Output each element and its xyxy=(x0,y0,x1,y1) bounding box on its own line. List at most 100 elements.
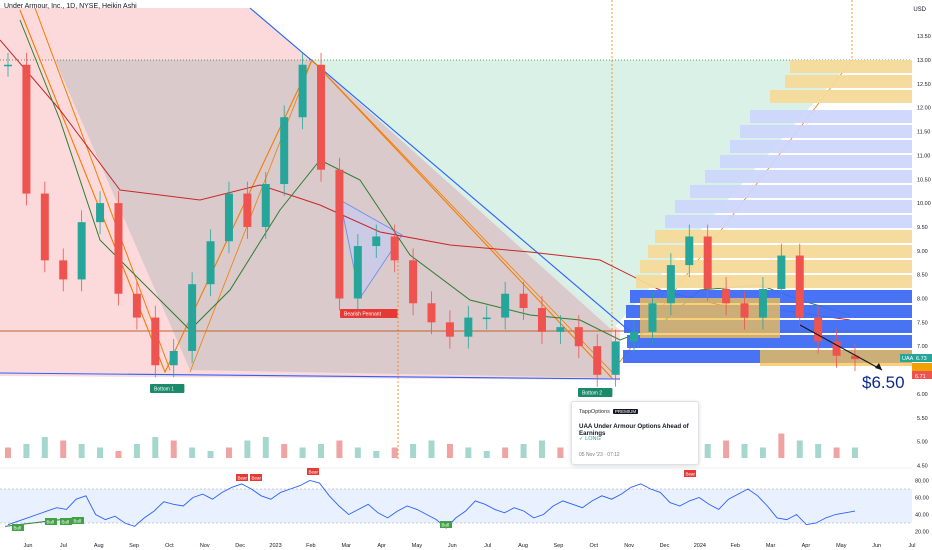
target-arrow-head xyxy=(875,363,882,370)
volume-profile-bar xyxy=(627,335,912,348)
projection-zone xyxy=(312,60,852,330)
time-tick-label: Oct xyxy=(165,543,174,549)
bear-signal: Bear xyxy=(252,476,262,481)
candle-body xyxy=(722,288,731,304)
time-tick-label: Jun xyxy=(872,543,881,549)
volume-bar xyxy=(5,447,11,458)
candle-body xyxy=(261,184,270,227)
news-title[interactable]: UAA Under Armour Options Ahead of Earnin… xyxy=(579,423,689,437)
candle-body xyxy=(22,64,31,194)
bottom2-label: Bottom 2 xyxy=(582,391,602,397)
time-tick-label: Aug xyxy=(94,543,104,549)
currency-label: USD xyxy=(913,7,926,13)
volume-bar xyxy=(152,437,159,458)
volume-bar xyxy=(133,444,140,458)
rsi-line xyxy=(7,480,856,529)
candle-body xyxy=(151,317,160,366)
candle-body xyxy=(537,308,546,332)
candle-body xyxy=(501,293,510,318)
volume-profile-bar xyxy=(690,185,912,198)
candle-body xyxy=(40,193,49,261)
candle-body xyxy=(556,327,565,332)
rsi-tick-label: 80.00 xyxy=(915,479,929,485)
price-tick-label: 7.50 xyxy=(917,320,928,326)
candle-body xyxy=(96,203,105,223)
candle-body xyxy=(77,222,86,280)
target-arrow xyxy=(799,324,883,371)
candle-body xyxy=(280,117,289,185)
volume-profile-bar xyxy=(750,110,912,123)
price-tick-label: 10.50 xyxy=(917,177,931,183)
bearish-pennant-label: Bearish Pennant xyxy=(344,312,382,318)
target-price-annotation: $6.50 xyxy=(862,373,905,392)
volume-bar xyxy=(244,440,251,458)
volume-profile-bar xyxy=(655,230,912,243)
alt-price-tag-bg xyxy=(912,363,932,371)
candle-body xyxy=(59,260,68,280)
last-price-tag: 6.73 xyxy=(916,356,927,362)
volume-bar xyxy=(520,444,527,458)
time-tick-label: Aug xyxy=(518,543,528,549)
candle-body xyxy=(390,236,399,261)
candle-body xyxy=(482,317,491,320)
candle-body xyxy=(648,303,657,332)
bull-signal-bg xyxy=(440,521,452,528)
bull-signal: Bull xyxy=(14,526,22,531)
time-tick-label: Nov xyxy=(624,543,634,549)
volume-bar xyxy=(815,444,822,458)
time-tick-label: Jun xyxy=(448,543,457,549)
price-tick-label: 8.00 xyxy=(917,297,928,303)
candle-body xyxy=(4,64,12,67)
volume-profile-bar xyxy=(770,90,912,103)
candle-body xyxy=(758,288,767,318)
candle-body xyxy=(132,293,141,318)
volume-bar xyxy=(759,447,766,458)
candle-body xyxy=(427,303,436,323)
volume-bar xyxy=(281,444,288,458)
candle-body xyxy=(206,241,215,285)
bottom1-label: Bottom 1 xyxy=(154,387,174,393)
time-tick-label: Jul xyxy=(908,543,915,549)
time-tick-label: Jun xyxy=(24,543,33,549)
candle-body xyxy=(335,169,344,299)
volume-bar xyxy=(796,440,803,458)
candle-body xyxy=(188,284,197,351)
bull-signal: Bull xyxy=(47,520,55,525)
time-tick-label: 2024 xyxy=(694,543,706,549)
candle-body xyxy=(409,260,418,304)
candle-body xyxy=(353,246,362,299)
bear-signal: Bear xyxy=(686,472,696,477)
volume-bar xyxy=(465,447,472,458)
bearish-pennant-label-bg xyxy=(340,309,398,318)
candle-body xyxy=(224,193,233,242)
volume-profile-bar xyxy=(665,215,912,228)
volume-bar xyxy=(410,444,417,458)
volume-bar xyxy=(207,451,214,458)
volume-bar xyxy=(23,444,30,458)
volume-profile-bar xyxy=(790,60,912,73)
time-tick-label: Oct xyxy=(589,543,598,549)
bull-signal-bg xyxy=(72,517,84,524)
time-tick-label: May xyxy=(836,543,847,549)
volume-bar xyxy=(391,447,398,458)
volume-profile-bar xyxy=(648,245,912,258)
volume-bar xyxy=(41,437,48,458)
volume-bar xyxy=(852,447,858,458)
candle-body xyxy=(814,317,823,342)
candle-body xyxy=(832,341,841,356)
bull-signal: Bull xyxy=(74,519,82,524)
time-tick-label: Dec xyxy=(235,543,245,549)
candle-body xyxy=(611,341,620,375)
bear-signal-bg xyxy=(236,474,248,481)
bear-signal: Bear xyxy=(238,476,248,481)
price-tick-label: 13.50 xyxy=(917,34,931,40)
bull-signal-bg xyxy=(12,524,24,531)
candle-body xyxy=(795,255,804,318)
volume-profile-bar xyxy=(675,200,912,213)
volume-bar xyxy=(225,447,232,458)
time-tick-label: 2023 xyxy=(269,543,281,549)
volume-profile-bar xyxy=(730,140,912,153)
time-tick-label: May xyxy=(412,543,423,549)
news-card[interactable]: TappOptions PREMIUM UAA Under Armour Opti… xyxy=(571,401,699,465)
